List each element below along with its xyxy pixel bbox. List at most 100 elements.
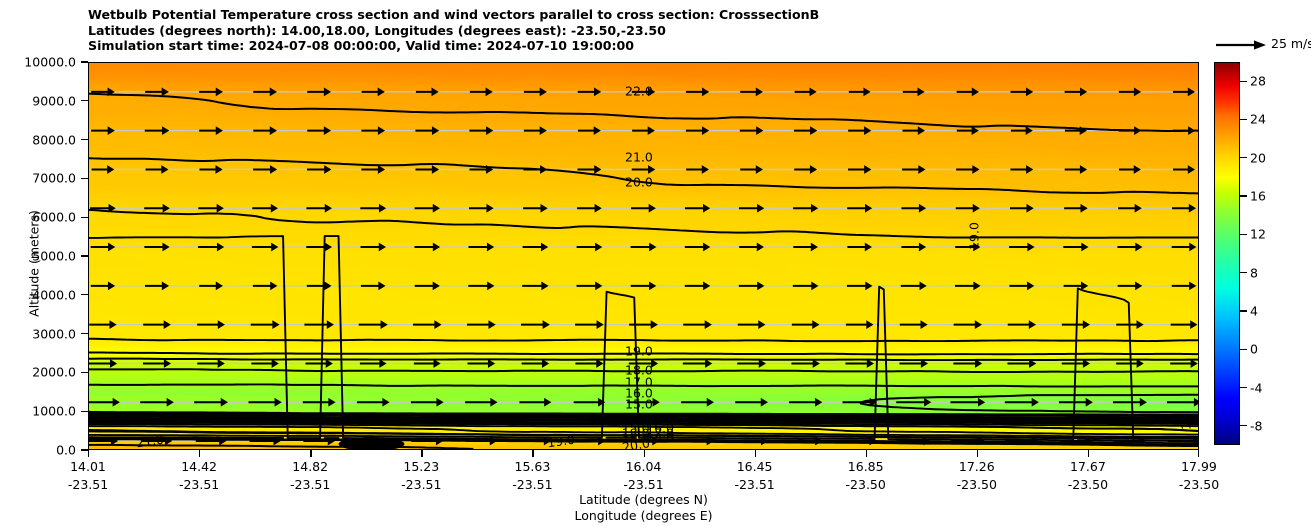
x-axis-tick-mark xyxy=(421,450,423,457)
y-axis-tick-label: 6000.0 xyxy=(32,209,76,225)
x-axis-latitude-label: 16.45 xyxy=(736,459,773,474)
colorbar-tick-label: 28 xyxy=(1250,73,1266,89)
x-axis-tick-mark xyxy=(865,450,868,457)
x-axis-latitude-label: 14.01 xyxy=(70,459,106,474)
x-axis-latitude-label: 17.26 xyxy=(958,459,995,474)
contour-label: 19.0 xyxy=(621,430,650,446)
contour-label: 18.0 xyxy=(646,430,674,446)
title-line-1: Wetbulb Potential Temperature cross sect… xyxy=(88,7,820,22)
colorbar-tick-mark xyxy=(1240,348,1247,350)
y-axis-tick-mark xyxy=(81,332,88,335)
colorbar-tick-mark xyxy=(1240,425,1247,427)
colorbar-tick-mark xyxy=(1240,80,1247,82)
y-axis-tick-mark xyxy=(81,371,88,374)
reference-vector-label: 25 m/s xyxy=(1271,36,1311,51)
colorbar-tick-label: 20 xyxy=(1250,150,1266,166)
colorbar-tick-label: 8 xyxy=(1250,265,1258,281)
colorbar-tick-label: 24 xyxy=(1250,111,1266,127)
contour-label: 21.0 xyxy=(625,149,653,165)
wind-vectors xyxy=(89,87,1198,446)
x-axis-longitude-label: -23.50 xyxy=(1067,477,1109,492)
cross-section-plot: 22.0 21.0 20.0 19.0 18.0 17.0 16.0 15.0 15.0 18.0… xyxy=(88,62,1199,450)
x-axis-longitude-label: -23.51 xyxy=(512,477,553,492)
y-axis-tick-label: 2000.0 xyxy=(32,364,76,380)
x-axis-longitude-label: -23.51 xyxy=(623,477,664,492)
contour-label: 18.0 xyxy=(621,425,650,441)
y-axis-tick-label: 10000.0 xyxy=(24,54,76,70)
page-title: Wetbulb Potential Temperature cross sect… xyxy=(88,7,1208,54)
x-axis-latitude-label: 16.04 xyxy=(625,459,662,474)
x-axis-longitude-label: -23.50 xyxy=(845,477,886,492)
y-axis-tick-label: 9000.0 xyxy=(32,93,76,109)
x-axis-latitude-label: 14.42 xyxy=(181,459,217,474)
colorbar-tick-mark xyxy=(1240,195,1247,197)
colorbar-tick-label: -4 xyxy=(1250,380,1263,396)
x-axis-tick-mark xyxy=(88,450,90,457)
reference-arrow-icon xyxy=(1216,40,1266,50)
y-axis-tick-label: 4000.0 xyxy=(32,287,76,303)
y-axis-tick-mark xyxy=(81,294,88,296)
x-axis-tick-mark xyxy=(1197,450,1199,457)
colorbar xyxy=(1214,62,1240,445)
x-axis-longitude-label: -23.50 xyxy=(956,477,997,492)
y-axis-tick-label: 1000.0 xyxy=(32,403,76,419)
contour-label: 15.0 xyxy=(621,420,650,436)
colorbar-gradient xyxy=(1214,62,1240,445)
colorbar-tick-mark xyxy=(1240,118,1247,121)
x-axis-label-longitude: Longitude (degrees E) xyxy=(574,508,713,523)
y-axis-label: Altitude (meters) xyxy=(26,210,42,317)
y-axis-tick-mark xyxy=(81,216,88,218)
colorbar-tick-label: 12 xyxy=(1250,226,1266,242)
title-line-3: Simulation start time: 2024-07-08 00:00:… xyxy=(88,38,635,53)
contour-label: 15.0 xyxy=(625,396,653,412)
y-axis-tick-mark xyxy=(81,410,88,412)
x-axis-tick-mark xyxy=(1087,450,1090,457)
x-axis-tick-mark xyxy=(754,450,756,457)
colorbar-tick-mark xyxy=(1240,157,1247,159)
contour-label: 16.0 xyxy=(646,420,674,436)
colorbar-tick-mark xyxy=(1240,272,1247,274)
x-axis-tick-mark xyxy=(976,450,979,457)
x-axis-latitude-label: 14.82 xyxy=(292,459,329,474)
colorbar-tick-mark xyxy=(1240,310,1247,312)
x-axis-longitude-label: -23.51 xyxy=(734,477,775,492)
x-axis-latitude-label: 15.23 xyxy=(403,459,440,474)
x-axis-tick-mark xyxy=(532,450,534,457)
x-axis-longitude-label: -23.51 xyxy=(401,477,442,492)
colorbar-tick-label: 16 xyxy=(1250,188,1266,204)
contour-label: 20.0 xyxy=(625,174,653,190)
contour-label: 18.0 xyxy=(625,362,653,378)
y-axis-tick-mark xyxy=(81,61,88,63)
x-axis-tick-mark xyxy=(310,450,312,457)
x-axis-latitude-label: 16.85 xyxy=(847,459,884,474)
contour-label: 14 xyxy=(1178,413,1194,430)
contour-label: 21.0 xyxy=(135,431,165,450)
x-axis-longitude-label: -23.51 xyxy=(67,477,109,492)
contour-label: 22.0 xyxy=(625,83,653,99)
y-axis-tick-mark xyxy=(81,100,88,102)
y-axis-tick-mark xyxy=(81,449,88,451)
colorbar-tick-label: -8 xyxy=(1250,418,1263,434)
x-axis-longitude-label: -23.51 xyxy=(178,477,220,492)
contour-label: 19.0 xyxy=(625,343,653,358)
x-axis-latitude-label: 17.67 xyxy=(1069,459,1106,474)
contour-label-layer: 22.0 21.0 20.0 19.0 18.0 17.0 16.0 15.0 15.0 18.0… xyxy=(89,63,1198,449)
x-axis-latitude-label: 15.63 xyxy=(514,459,551,474)
x-axis-latitude-label: 17.99 xyxy=(1181,459,1217,474)
y-axis-tick-label: 0.0 xyxy=(56,442,76,458)
contour-label: 17.0 xyxy=(625,374,653,390)
y-axis: 10000.0 9000.0 8000.0 7000.0 6000.0 5000.0 400… xyxy=(0,0,88,526)
colorbar-tick-label: 4 xyxy=(1250,303,1258,319)
colorbar-tick-mark xyxy=(1240,386,1247,389)
y-axis-tick-label: 8000.0 xyxy=(32,132,76,148)
contour-label: 19.0 xyxy=(546,431,577,450)
title-line-2: Latitudes (degrees north): 14.00,18.00, … xyxy=(88,22,666,38)
y-axis-tick-label: 7000.0 xyxy=(32,170,76,186)
contour-label: 17.0 xyxy=(646,425,674,441)
colorbar-tick-label: 0 xyxy=(1250,341,1258,357)
x-axis-tick-mark xyxy=(199,450,201,457)
y-axis-tick-mark xyxy=(81,138,88,141)
y-axis-tick-mark xyxy=(81,177,88,180)
y-axis-tick-label: 3000.0 xyxy=(32,326,76,342)
x-axis-longitude-label: -23.51 xyxy=(290,477,331,492)
